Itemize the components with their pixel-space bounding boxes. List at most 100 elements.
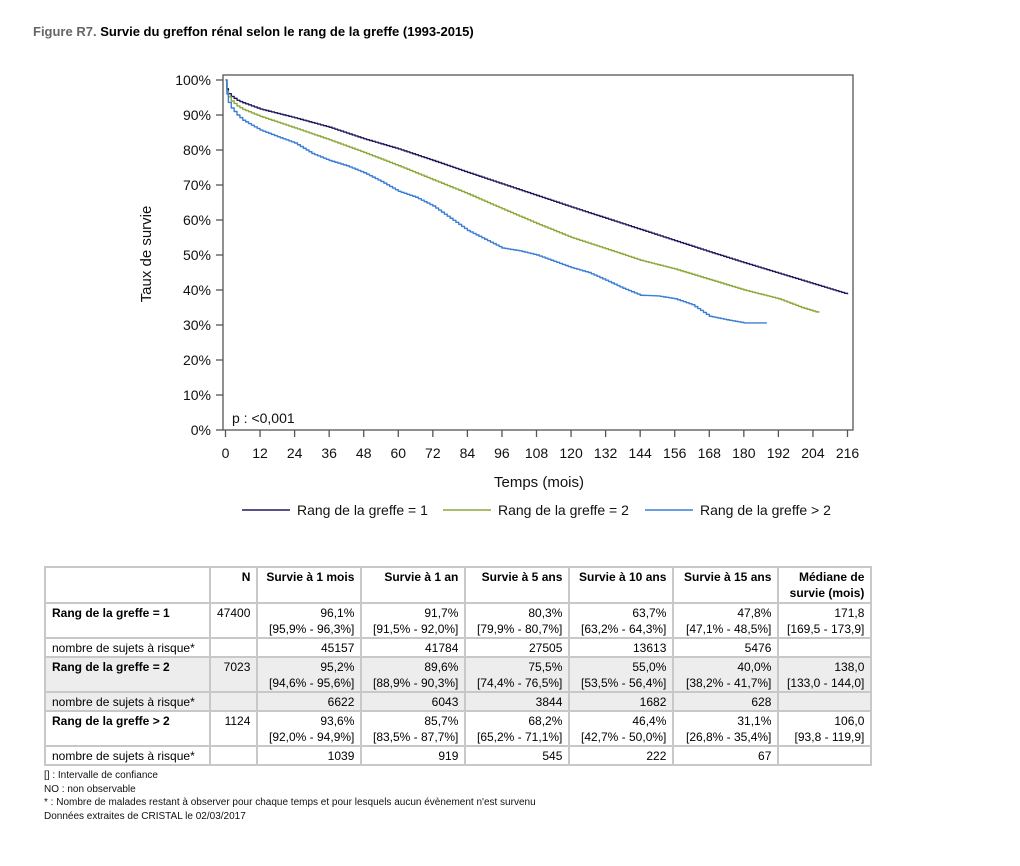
survival-table: N Survie à 1 mois Survie à 1 an Survie à…: [44, 566, 873, 766]
legend: Rang de la greffe = 1 Rang de la greffe =…: [242, 502, 831, 518]
confidence-interval: [93,8 - 119,9]: [794, 730, 865, 744]
at-risk-value: 3844: [464, 691, 571, 712]
table-row-at-risk: nombre de sujets à risque* 6622 6043 3844 16…: [44, 691, 873, 712]
header-10-years: Survie à 10 ans: [568, 566, 675, 604]
at-risk-label: nombre de sujets à risque*: [44, 637, 211, 658]
y-tick-label: 80%: [183, 142, 211, 158]
y-tick-label: 40%: [183, 282, 211, 298]
confidence-interval: [65,2% - 71,1%]: [476, 730, 563, 744]
survival-value: 106,0: [834, 714, 865, 728]
confidence-interval: [42,7% - 50,0%]: [580, 730, 667, 744]
table-row-group: Rang de la greffe > 2 1124 93,6% [92,0% - 9…: [44, 710, 873, 747]
y-tick-label: 0%: [191, 422, 211, 438]
survival-cell: 31,1% [26,8% - 35,4%]: [672, 710, 780, 747]
at-risk-value: 13613: [568, 637, 675, 658]
survival-curve-3: [225, 79, 767, 324]
p-value-annotation: p : <0,001: [232, 410, 295, 426]
y-tick-label: 70%: [183, 177, 211, 193]
survival-cell: 47,8% [47,1% - 48,5%]: [672, 602, 780, 639]
confidence-interval: [79,9% - 80,7%]: [476, 622, 563, 636]
group-n: 47400: [208, 602, 259, 639]
x-tick-label: 24: [287, 445, 303, 461]
x-tick-label: 168: [698, 445, 722, 461]
x-axis: 0 12 24 36 48 60 72 84 96 108 120 132 144 156 168 180 19…: [222, 430, 860, 461]
empty-cell: [208, 691, 259, 712]
plot-frame: [222, 74, 854, 431]
confidence-interval: [26,8% - 35,4%]: [685, 730, 772, 744]
x-tick-label: 204: [801, 445, 825, 461]
survival-cell: 80,3% [79,9% - 80,7%]: [464, 602, 571, 639]
survival-cell: 171,8 [169,5 - 173,9]: [777, 602, 873, 639]
footnotes: [] : Intervalle de confiance NO : non ob…: [44, 769, 536, 823]
y-tick-label: 10%: [183, 387, 211, 403]
confidence-interval: [74,4% - 76,5%]: [476, 676, 563, 690]
survival-curve-2: [225, 79, 820, 313]
figure-number: Figure R7.: [33, 24, 97, 39]
survival-value: 75,5%: [528, 660, 563, 674]
confidence-interval: [83,5% - 87,7%]: [372, 730, 459, 744]
x-axis-title: Temps (mois): [494, 474, 584, 491]
footnote-no: NO : non observable: [44, 783, 136, 795]
x-tick-label: 96: [494, 445, 510, 461]
survival-cell: 91,7% [91,5% - 92,0%]: [360, 602, 467, 639]
confidence-interval: [38,2% - 41,7%]: [685, 676, 772, 690]
x-tick-label: 180: [732, 445, 756, 461]
figure-title: Figure R7. Survie du greffon rénal selon…: [33, 24, 474, 39]
y-tick-label: 30%: [183, 317, 211, 333]
header-median: Médiane de survie (mois): [777, 566, 873, 604]
group-label: Rang de la greffe = 2: [44, 656, 211, 693]
x-tick-label: 60: [390, 445, 406, 461]
group-label: Rang de la greffe = 1: [44, 602, 211, 639]
confidence-interval: [92,0% - 94,9%]: [268, 730, 355, 744]
x-tick-label: 0: [222, 445, 230, 461]
at-risk-value: 222: [568, 745, 675, 766]
at-risk-value: 45157: [256, 637, 363, 658]
survival-value: 47,8%: [737, 606, 772, 620]
survival-cell: 63,7% [63,2% - 64,3%]: [568, 602, 675, 639]
table-row-at-risk: nombre de sujets à risque* 1039 919 545 222 6…: [44, 745, 873, 766]
y-tick-label: 90%: [183, 107, 211, 123]
header-15-years: Survie à 15 ans: [672, 566, 780, 604]
survival-cell: 96,1% [95,9% - 96,3%]: [256, 602, 363, 639]
at-risk-value: 545: [464, 745, 571, 766]
at-risk-value: [777, 691, 873, 712]
y-tick-label: 60%: [183, 212, 211, 228]
x-tick-label: 12: [252, 445, 268, 461]
survival-value: 96,1%: [320, 606, 355, 620]
y-tick-label: 20%: [183, 352, 211, 368]
at-risk-value: 1682: [568, 691, 675, 712]
group-n: 7023: [208, 656, 259, 693]
survival-value: 40,0%: [737, 660, 772, 674]
survival-cell: 85,7% [83,5% - 87,7%]: [360, 710, 467, 747]
at-risk-value: 41784: [360, 637, 467, 658]
legend-label: Rang de la greffe = 2: [498, 502, 629, 518]
survival-value: 95,2%: [320, 660, 355, 674]
at-risk-label: nombre de sujets à risque*: [44, 691, 211, 712]
survival-cell: 93,6% [92,0% - 94,9%]: [256, 710, 363, 747]
table-header-row: N Survie à 1 mois Survie à 1 an Survie à…: [44, 566, 873, 604]
survival-value: 85,7%: [424, 714, 459, 728]
survival-cell: 75,5% [74,4% - 76,5%]: [464, 656, 571, 693]
y-tick-label: 100%: [175, 72, 211, 88]
x-tick-label: 216: [836, 445, 860, 461]
confidence-interval: [91,5% - 92,0%]: [372, 622, 459, 636]
survival-value: 31,1%: [737, 714, 772, 728]
table-row-group: Rang de la greffe = 2 7023 95,2% [94,6% - 9…: [44, 656, 873, 693]
survival-value: 89,6%: [424, 660, 459, 674]
header-1-year: Survie à 1 an: [360, 566, 467, 604]
group-label: Rang de la greffe > 2: [44, 710, 211, 747]
footnote-source: Données extraites de CRISTAL le 02/03/20…: [44, 810, 246, 822]
at-risk-label: nombre de sujets à risque*: [44, 745, 211, 766]
x-tick-label: 72: [425, 445, 441, 461]
survival-value: 46,4%: [632, 714, 667, 728]
survival-cell: 68,2% [65,2% - 71,1%]: [464, 710, 571, 747]
confidence-interval: [95,9% - 96,3%]: [268, 622, 355, 636]
x-tick-label: 144: [628, 445, 652, 461]
figure-caption: Survie du greffon rénal selon le rang de…: [100, 24, 474, 39]
survival-value: 138,0: [834, 660, 865, 674]
series-group: [225, 79, 849, 324]
empty-cell: [208, 637, 259, 658]
header-5-years: Survie à 5 ans: [464, 566, 571, 604]
at-risk-value: [777, 637, 873, 658]
survival-cell: 55,0% [53,5% - 56,4%]: [568, 656, 675, 693]
